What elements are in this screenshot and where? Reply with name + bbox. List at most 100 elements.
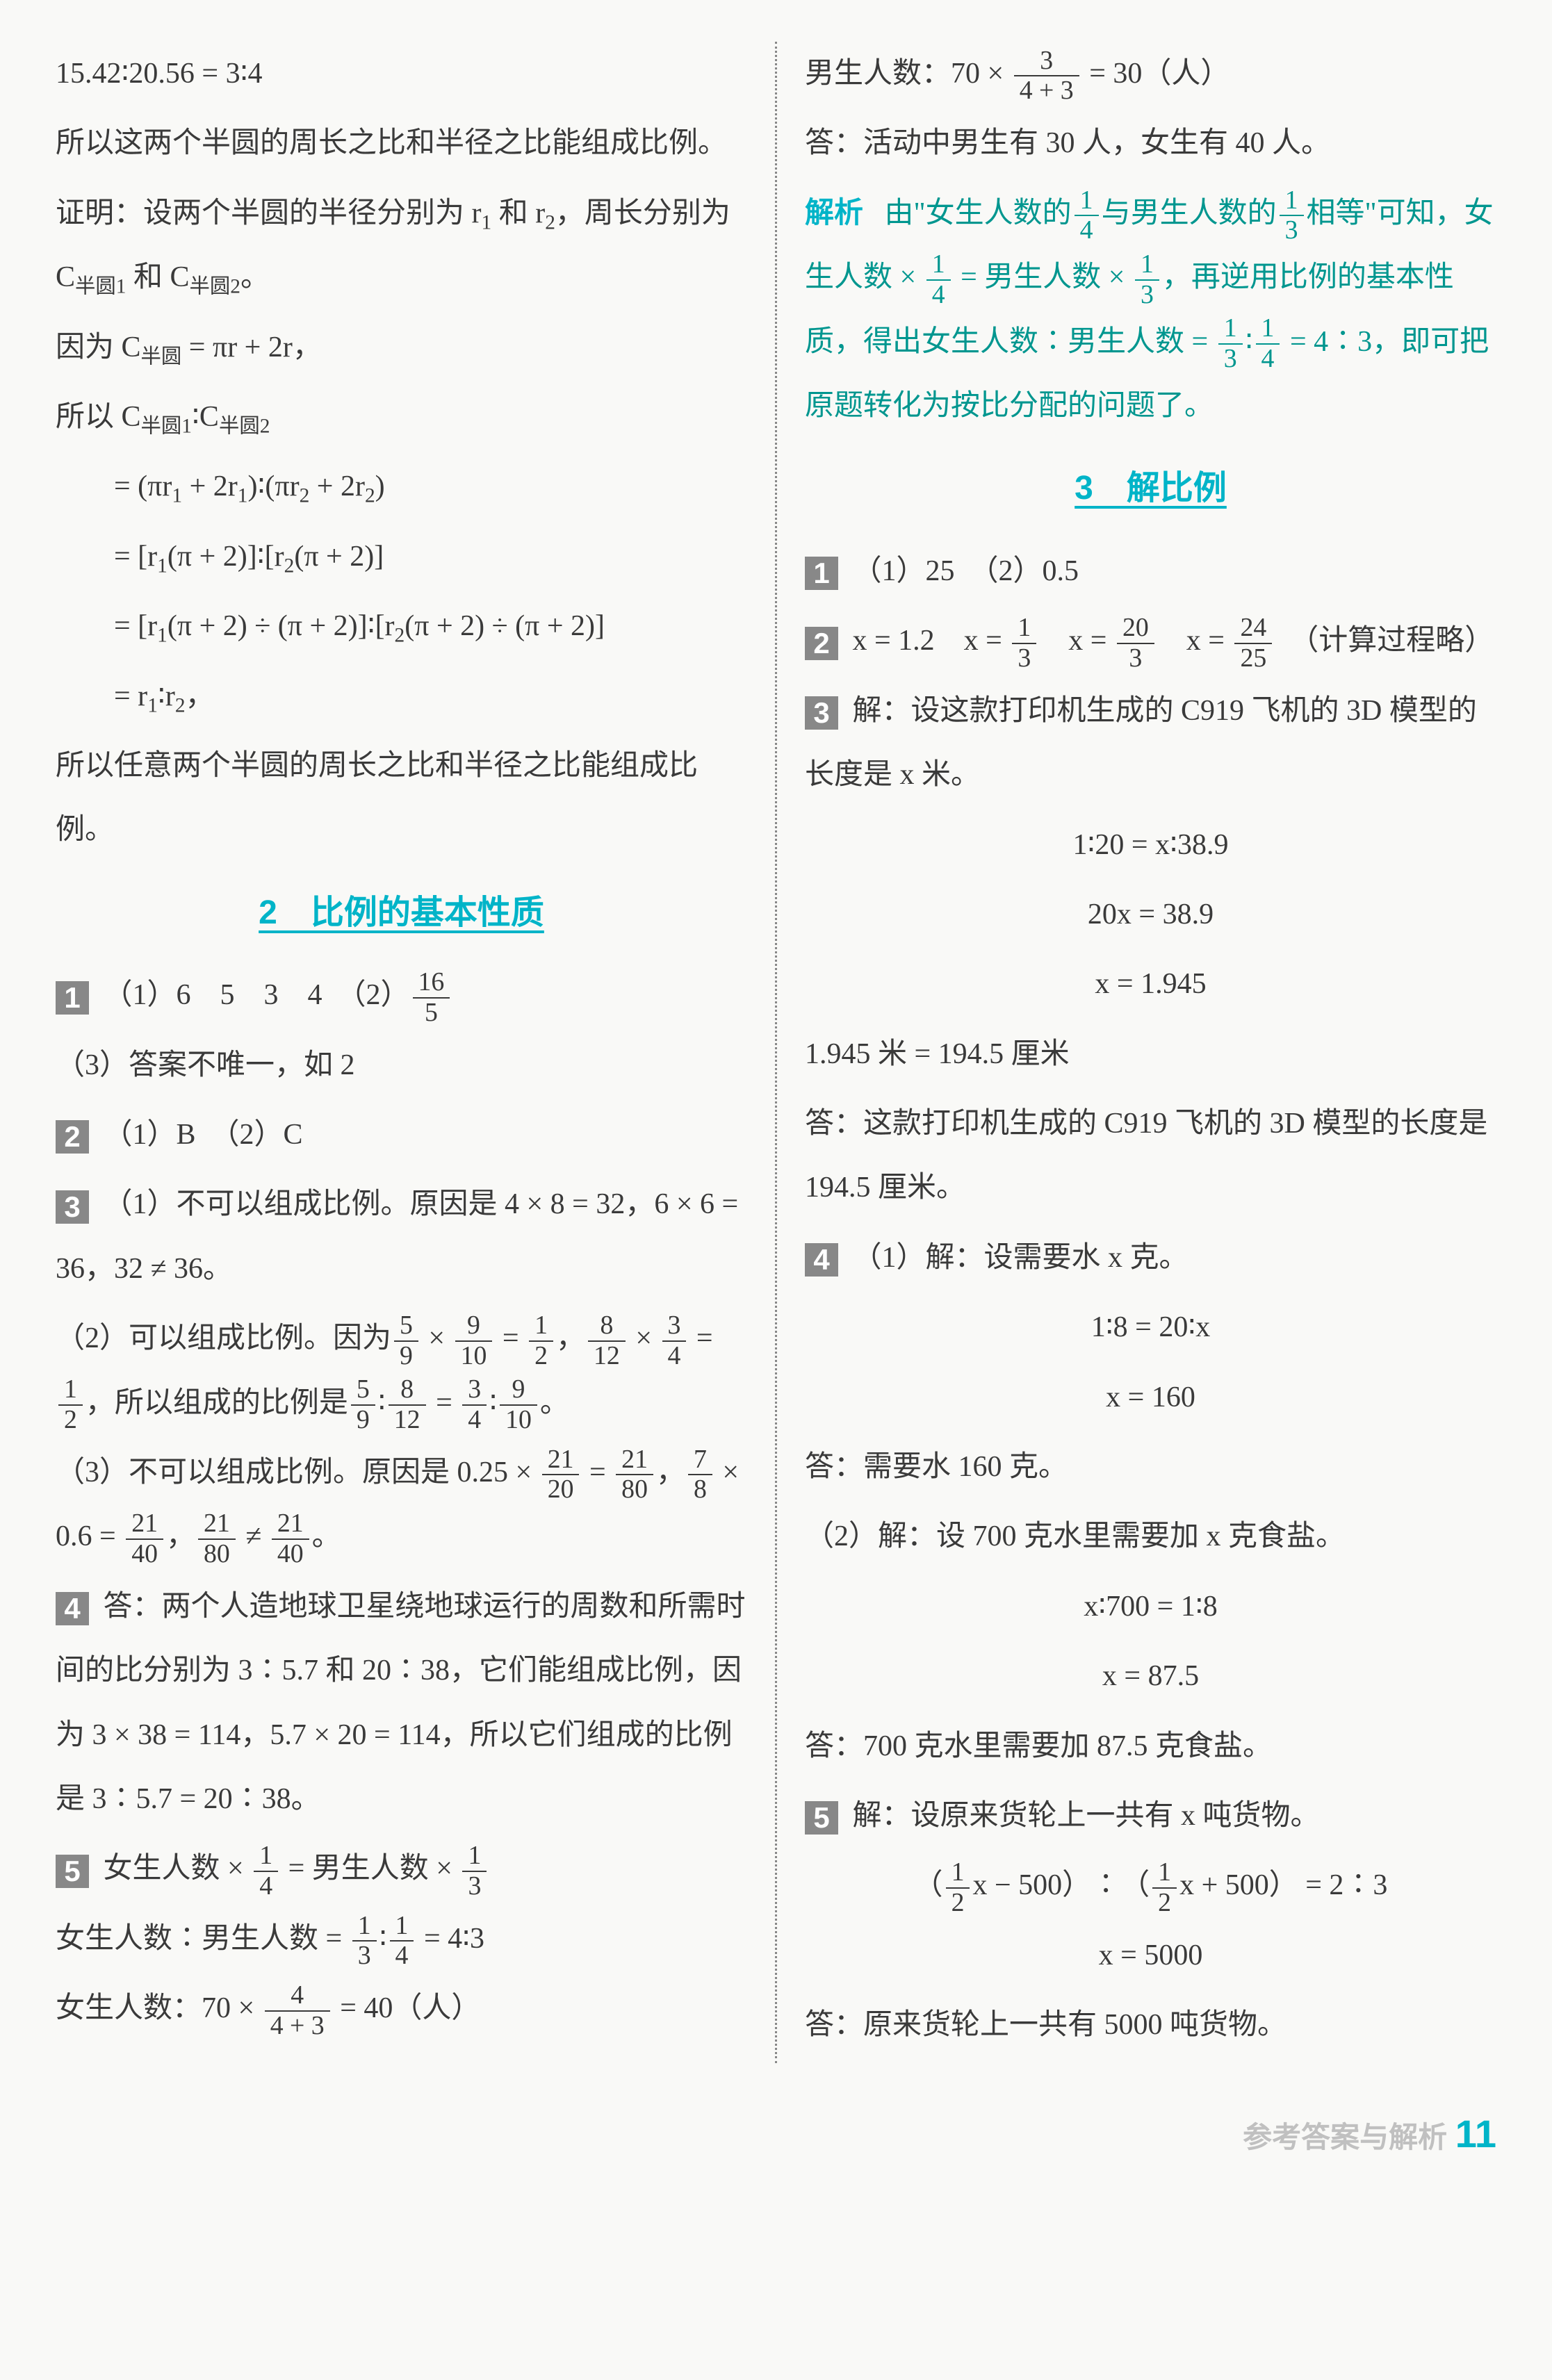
page-number: 11 — [1455, 2112, 1496, 2156]
text: 由"女生人数的 — [885, 197, 1072, 229]
subscript: 半圆1 — [141, 415, 192, 437]
numerator: 1 — [58, 1375, 83, 1406]
text-line: 答：需要水 160 克。 — [805, 1435, 1496, 1499]
text-line: 证明：设两个半圆的半径分别为 r1 和 r2，周长分别为 C半圆1 和 C半圆2… — [56, 181, 747, 310]
text-line: 答：700 克水里需要加 87.5 克食盐。 — [805, 1714, 1496, 1778]
text: （1）25 （2）0.5 — [853, 555, 1079, 587]
text-line: 答：这款打印机生成的 C919 飞机的 3D 模型的长度是 194.5 厘米。 — [805, 1092, 1496, 1220]
fraction: 812 — [389, 1375, 426, 1434]
fraction: 14 — [390, 1912, 414, 1971]
numerator: 1 — [1218, 314, 1243, 345]
text: 和 r — [491, 197, 545, 229]
text: = — [582, 1456, 613, 1488]
numerator: 3 — [1014, 47, 1079, 77]
denominator: 2 — [529, 1342, 553, 1371]
fraction: 59 — [351, 1375, 375, 1434]
text: + 2r — [309, 470, 365, 502]
fraction: 13 — [1280, 186, 1304, 245]
numerator: 21 — [126, 1509, 163, 1540]
fraction: 78 — [688, 1445, 712, 1504]
text: = [r — [114, 541, 157, 573]
equation-line: x = 160 — [805, 1365, 1496, 1429]
denominator: 20 — [542, 1475, 580, 1504]
page-footer: 参考答案与解析 11 — [56, 2091, 1496, 2176]
answer-line: 3 （1）不可以组成比例。原因是 4 × 8 = 32，6 × 6 = 36，3… — [56, 1172, 747, 1301]
equation-line: x = 5000 — [805, 1923, 1496, 1987]
text: ∶ — [378, 1387, 386, 1419]
text: ， — [556, 1322, 585, 1354]
text: = — [495, 1322, 526, 1354]
question-badge: 5 — [56, 1855, 89, 1888]
page-columns: 15.42∶20.56 = 3∶4 所以这两个半圆的周长之比和半径之比能组成比例… — [56, 42, 1496, 2063]
denominator: 2 — [1152, 1889, 1177, 1918]
footer-label: 参考答案与解析 — [1243, 2121, 1447, 2153]
text: ， — [166, 1520, 195, 1552]
subscript: 2 — [300, 485, 310, 507]
analysis-label: 解析 — [805, 197, 863, 229]
text-line: = (πr1 + 2r1)∶(πr2 + 2r2) — [56, 454, 747, 518]
text-line: = [r1(π + 2)]∶[r2(π + 2)] — [56, 525, 747, 589]
subscript: 1 — [238, 485, 248, 507]
text: x = — [1039, 625, 1114, 657]
right-column: 男生人数：70 × 34 + 3 = 30（人） 答：活动中男生有 30 人，女… — [805, 42, 1496, 2063]
fraction: 12 — [58, 1375, 83, 1434]
numerator: 1 — [462, 1841, 487, 1872]
text-line: 所以 C半圆1∶C半圆2 — [56, 385, 747, 449]
subscript: 2 — [175, 694, 186, 716]
column-divider — [775, 42, 777, 2063]
denominator: 10 — [455, 1342, 493, 1371]
subscript: 1 — [157, 555, 168, 577]
numerator: 1 — [529, 1311, 553, 1342]
text: = — [689, 1322, 712, 1354]
denominator: 3 — [1012, 644, 1036, 673]
text: = πr + 2r， — [181, 331, 322, 363]
text: (π + 2)]∶[r — [168, 541, 284, 573]
text: 和 C — [126, 261, 190, 293]
text: （1）解：设需要水 x 克。 — [853, 1242, 1188, 1274]
numerator: 8 — [588, 1311, 626, 1342]
answer-line: 2 x = 1.2 x = 13 x = 203 x = 2425 （计算过程略… — [805, 609, 1496, 673]
denominator: 12 — [389, 1406, 426, 1435]
fraction: 14 — [1075, 186, 1099, 245]
question-badge: 2 — [56, 1120, 89, 1154]
question-badge: 2 — [805, 627, 838, 660]
denominator: 3 — [1135, 281, 1159, 310]
answer-line: 1 （1）25 （2）0.5 — [805, 539, 1496, 603]
question-badge: 3 — [805, 696, 838, 730]
text: × — [628, 1322, 660, 1354]
text: = 男生人数 × — [281, 1853, 459, 1885]
fraction: 12 — [946, 1858, 970, 1917]
text: （ — [914, 1869, 943, 1901]
numerator: 21 — [272, 1509, 309, 1540]
numerator: 9 — [455, 1311, 493, 1342]
fraction: 165 — [413, 968, 450, 1027]
text-line: 女生人数∶男生人数 = 13∶14 = 4∶3 — [56, 1907, 747, 1971]
text-line: 所以这两个半圆的周长之比和半径之比能组成比例。 — [56, 111, 747, 175]
text: 男生人数：70 × — [805, 58, 1011, 90]
subscript: 1 — [172, 485, 182, 507]
text-line: 15.42∶20.56 = 3∶4 — [56, 42, 747, 106]
subscript: 半圆 — [141, 345, 182, 368]
text: ∶ — [489, 1387, 497, 1419]
text-line: （3）不可以组成比例。原因是 0.25 × 2120 = 2180，78 × 0… — [56, 1441, 747, 1569]
equation-line: x∶700 = 1∶8 — [805, 1575, 1496, 1639]
text: ∶C — [192, 401, 219, 433]
text: ， — [656, 1456, 685, 1488]
section-title-2: 2 比例的基本性质 — [56, 876, 747, 950]
answer-line: 5 女生人数 × 14 = 男生人数 × 13 — [56, 1837, 747, 1901]
denominator: 4 — [390, 1942, 414, 1971]
text-line: = r1∶r2， — [56, 664, 747, 728]
question-badge: 3 — [56, 1190, 89, 1224]
fraction: 13 — [1135, 250, 1159, 309]
question-badge: 4 — [56, 1592, 89, 1625]
fraction: 34 + 3 — [1014, 47, 1079, 106]
text: = — [429, 1387, 460, 1419]
text: = (πr — [114, 470, 172, 502]
text: = [r — [114, 610, 157, 642]
denominator: 9 — [394, 1342, 418, 1371]
text: = 男生人数 × — [954, 261, 1132, 293]
text: = r — [114, 680, 147, 712]
numerator: 1 — [1012, 614, 1036, 644]
numerator: 3 — [662, 1311, 687, 1342]
answer-line: 1 （1）6 5 3 4 （2）165 — [56, 963, 747, 1027]
